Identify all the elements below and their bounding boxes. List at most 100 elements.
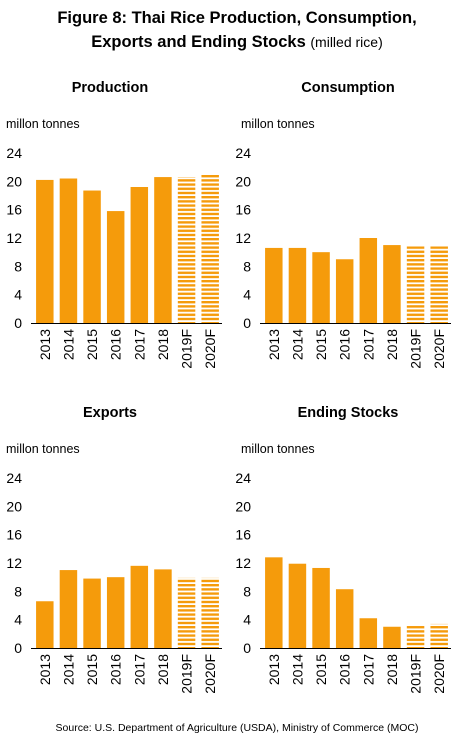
bar [312, 252, 330, 323]
bar [359, 618, 378, 648]
y-tick-label: 16 [6, 527, 22, 543]
x-tick-label: 2014 [60, 654, 76, 685]
bar [36, 601, 54, 648]
chart-consumption-svg: Consumption millon tonnes 0 4 8 12 16 20 24 2013 2… [235, 80, 451, 369]
chart-ending-stocks: Ending Stocks millon tonnes 0 4 8 12 16 20 24 201… [229, 395, 466, 725]
chart-production-svg: Production millon tonnes 0 4 8 12 16 20 24 2013 20… [6, 80, 222, 369]
bar [383, 245, 401, 323]
x-tick-label: 2015 [313, 654, 329, 685]
y-tick-label: 4 [243, 612, 251, 628]
chart-exports-svg: Exports millon tonnes 0 4 8 12 16 20 24 2013 2014 2… [6, 405, 222, 694]
chart-title: Ending Stocks [298, 405, 399, 421]
x-tick-label: 2018 [384, 329, 400, 360]
bar [83, 578, 101, 648]
y-tick-label: 12 [235, 230, 251, 246]
x-tick-label: 2017 [131, 654, 147, 685]
x-tick-label: 2014 [60, 329, 76, 360]
y-axis-unit-label: millon tonnes [6, 117, 80, 131]
y-tick-label: 4 [14, 287, 22, 303]
y-tick-label: 12 [235, 555, 251, 571]
x-tick-label: 2020F [202, 329, 218, 369]
y-tick-label: 20 [6, 173, 22, 189]
bar [335, 259, 354, 323]
y-tick-label: 24 [235, 470, 251, 486]
y-axis-unit-label: millon tonnes [241, 117, 315, 131]
y-tick-label: 4 [243, 287, 251, 303]
bar-forecast [201, 577, 219, 649]
chart-production: Production millon tonnes 0 4 8 12 16 20 24 2013 20… [0, 70, 237, 400]
x-tick-label: 2017 [131, 329, 147, 360]
y-tick-label: 24 [6, 470, 22, 486]
x-tick-label: 2020F [431, 329, 447, 369]
x-tick-label: 2018 [384, 654, 400, 685]
x-tick-label: 2016 [337, 329, 353, 360]
bar [359, 238, 378, 323]
chart-title: Consumption [301, 80, 394, 96]
y-tick-label: 8 [243, 258, 251, 274]
chart-title: Exports [83, 405, 137, 421]
bar-forecast [177, 177, 196, 323]
x-tick-label: 2017 [360, 329, 376, 360]
bar [383, 626, 401, 648]
figure-title-line1: Figure 8: Thai Rice Production, Consumpt… [57, 9, 417, 27]
y-tick-label: 4 [14, 612, 22, 628]
y-tick-label: 16 [235, 527, 251, 543]
x-tick-label: 2015 [313, 329, 329, 360]
y-axis-unit-label: millon tonnes [241, 442, 315, 456]
x-tick-label: 2019F [179, 329, 195, 369]
bar-forecast [430, 246, 448, 323]
figure-title: Figure 8: Thai Rice Production, Consumpt… [0, 6, 474, 54]
bar-forecast [406, 626, 425, 648]
bar [106, 211, 125, 323]
bar [59, 178, 78, 323]
bar [106, 577, 125, 648]
bar-forecast [430, 623, 448, 648]
bar [154, 569, 172, 649]
x-tick-label: 2019F [408, 329, 424, 369]
y-tick-label: 0 [14, 315, 22, 331]
bar [312, 567, 330, 648]
bar [154, 177, 172, 323]
y-tick-label: 24 [6, 145, 22, 161]
y-tick-label: 0 [243, 315, 251, 331]
bar [265, 247, 283, 323]
y-tick-label: 0 [243, 640, 251, 656]
y-tick-label: 24 [235, 145, 251, 161]
bar [130, 565, 149, 648]
x-tick-label: 2020F [202, 654, 218, 694]
x-tick-label: 2014 [289, 654, 305, 685]
bar [59, 570, 78, 648]
figure-title-suffix: (milled rice) [310, 34, 383, 50]
bar-forecast [406, 246, 425, 323]
bar [288, 563, 307, 648]
bar [335, 589, 354, 648]
y-tick-label: 16 [235, 202, 251, 218]
x-tick-label: 2014 [289, 329, 305, 360]
bar [265, 557, 283, 648]
y-tick-label: 20 [235, 498, 251, 514]
bar-forecast [201, 174, 219, 323]
x-tick-label: 2019F [408, 654, 424, 694]
chart-consumption: Consumption millon tonnes 0 4 8 12 16 20 24 2013 2… [229, 70, 466, 400]
x-tick-label: 2015 [84, 654, 100, 685]
x-tick-label: 2018 [155, 654, 171, 685]
x-tick-label: 2016 [337, 654, 353, 685]
chart-exports: Exports millon tonnes 0 4 8 12 16 20 24 2013 2014 2… [0, 395, 237, 725]
x-tick-label: 2019F [179, 654, 195, 694]
y-tick-label: 16 [6, 202, 22, 218]
chart-title: Production [72, 80, 149, 96]
x-tick-label: 2020F [431, 654, 447, 694]
y-tick-label: 0 [14, 640, 22, 656]
bar [130, 187, 149, 323]
x-tick-label: 2017 [360, 654, 376, 685]
x-tick-label: 2013 [37, 329, 53, 360]
bar [36, 179, 54, 323]
y-tick-label: 8 [14, 258, 22, 274]
bar-forecast [177, 577, 196, 649]
figure-title-main: Exports and Ending Stocks [91, 33, 306, 51]
x-tick-label: 2016 [108, 329, 124, 360]
y-tick-label: 8 [243, 583, 251, 599]
x-tick-label: 2016 [108, 654, 124, 685]
figure-title-line2: Exports and Ending Stocks (milled rice) [0, 30, 474, 54]
y-tick-label: 12 [6, 230, 22, 246]
